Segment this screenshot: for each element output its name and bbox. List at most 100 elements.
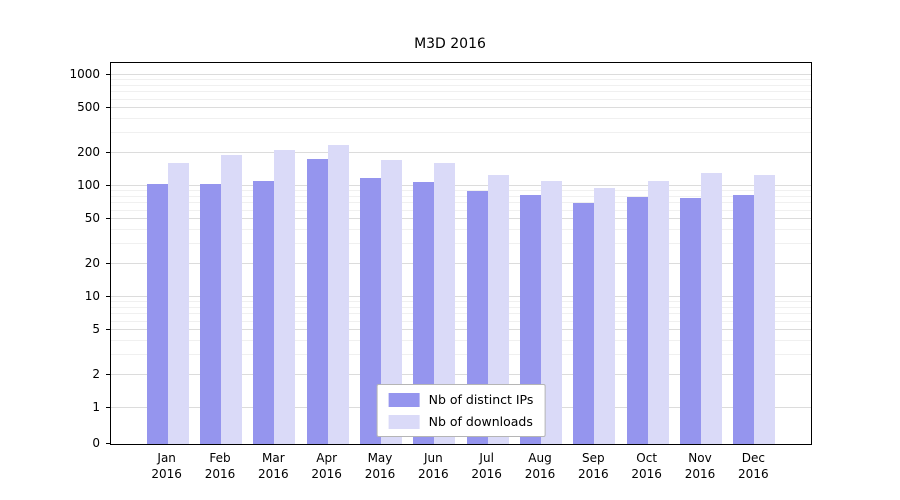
y-tick-label: 20: [84, 255, 100, 270]
y-tick-mark: [106, 185, 110, 186]
bar-downloads-oct: [647, 181, 669, 444]
x-axis-label-aug: Aug 2016: [513, 450, 566, 482]
y-tick-mark: [106, 107, 110, 109]
gridline-minor: [111, 229, 811, 231]
bar-downloads-feb: [221, 155, 242, 444]
gridline-minor: [111, 190, 811, 192]
year-label: 2016: [364, 467, 396, 481]
gridline-minor: [111, 118, 811, 120]
gridline-minor: [111, 320, 811, 322]
bar-distinct-ips-jan: [146, 183, 168, 444]
bar-downloads-mar: [274, 150, 296, 444]
month-label: Apr: [316, 451, 338, 465]
x-axis-label-mar: Mar 2016: [247, 450, 300, 482]
month-label: Nov: [688, 451, 712, 465]
bar-distinct-ips-nov: [680, 197, 701, 444]
legend-entry-distinct-ips: Nb of distinct IPs: [388, 392, 534, 407]
year-label: 2016: [578, 467, 609, 481]
y-tick-mark: [106, 443, 110, 444]
month-label: Jun: [423, 451, 443, 465]
gridline-minor: [111, 209, 811, 211]
year-label: 2016: [471, 467, 502, 481]
gridline-minor: [111, 91, 811, 93]
year-label: 2016: [631, 467, 662, 481]
x-axis-label-oct: Oct 2016: [620, 450, 673, 482]
x-axis-label-may: May 2016: [353, 450, 406, 482]
gridline: [111, 218, 811, 220]
month-label: Dec: [741, 451, 765, 465]
gridline-minor: [111, 132, 811, 134]
bar-distinct-ips-jul: [466, 191, 488, 444]
year-label: 2016: [684, 467, 716, 481]
y-tick-mark: [106, 262, 110, 264]
y-tick-mark: [106, 151, 110, 153]
x-axis-label-jul: Jul 2016: [460, 450, 513, 482]
y-tick-mark: [106, 74, 110, 75]
year-label: 2016: [418, 467, 449, 481]
gridline: [111, 296, 811, 297]
gridline-minor: [111, 306, 811, 308]
gridline: [111, 185, 811, 186]
month-label: Oct: [636, 451, 658, 465]
month-label: Jan: [157, 451, 176, 465]
y-tick-label: 5: [92, 322, 100, 337]
gridline-minor: [111, 354, 811, 356]
year-label: 2016: [738, 467, 769, 481]
y-tick-mark: [106, 407, 110, 408]
bar-downloads-apr: [327, 144, 349, 444]
year-label: 2016: [204, 467, 236, 481]
y-tick-label: 2: [92, 366, 100, 381]
bar-distinct-ips-feb: [200, 183, 221, 444]
month-label: Sep: [582, 451, 605, 465]
bar-downloads-dec: [754, 174, 776, 444]
gridline-minor: [111, 243, 811, 245]
y-tick-label: 100: [77, 178, 100, 192]
month-label: Aug: [528, 451, 552, 465]
chart-title: M3D 2016: [414, 36, 486, 52]
bar-distinct-ips-jun: [413, 182, 435, 444]
y-tick-mark: [106, 296, 110, 297]
x-axis-label-nov: Nov 2016: [673, 450, 726, 482]
month-label: May: [367, 451, 393, 465]
y-tick-mark: [106, 329, 110, 331]
legend-swatch-distinct-ips: [388, 392, 420, 407]
gridline-minor: [111, 202, 811, 204]
y-tick-label: 200: [77, 144, 100, 159]
bar-distinct-ips-dec: [733, 194, 755, 444]
gridline-minor: [111, 195, 811, 197]
y-tick-label: 0: [92, 436, 100, 450]
x-axis-label-dec: Dec 2016: [727, 450, 780, 482]
gridline-minor: [111, 313, 811, 315]
gridline-minor: [111, 340, 811, 342]
bar-distinct-ips-aug: [520, 194, 541, 444]
legend: Nb of distinct IPs Nb of downloads: [376, 384, 546, 437]
y-tick-label: 1000: [69, 67, 100, 81]
gridline: [111, 74, 811, 75]
legend-label-distinct-ips: Nb of distinct IPs: [428, 392, 534, 407]
year-label: 2016: [258, 467, 289, 481]
gridline: [111, 151, 811, 153]
bar-downloads-nov: [701, 173, 722, 444]
month-label: Mar: [262, 451, 285, 465]
y-tick-mark: [106, 373, 110, 375]
bar-downloads-jun: [434, 163, 456, 444]
y-tick-label: 10: [84, 289, 100, 303]
bar-distinct-ips-mar: [253, 180, 275, 444]
year-label: 2016: [524, 467, 556, 481]
gridline: [111, 107, 811, 109]
bar-distinct-ips-may: [360, 178, 381, 444]
y-tick-mark: [106, 218, 110, 220]
bar-downloads-jul: [487, 174, 509, 444]
y-tick-label: 50: [84, 211, 100, 226]
y-tick-label: 500: [77, 100, 100, 115]
bar-downloads-may: [381, 159, 402, 444]
legend-entry-downloads: Nb of downloads: [388, 414, 534, 429]
bar-downloads-aug: [541, 181, 562, 444]
legend-swatch-downloads: [388, 414, 420, 429]
x-axis-label-feb: Feb 2016: [193, 450, 246, 482]
gridline-minor: [111, 79, 811, 81]
x-axis-label-jan: Jan 2016: [140, 450, 193, 482]
gridline-minor: [111, 301, 811, 303]
x-axis-label-apr: Apr 2016: [300, 450, 353, 482]
